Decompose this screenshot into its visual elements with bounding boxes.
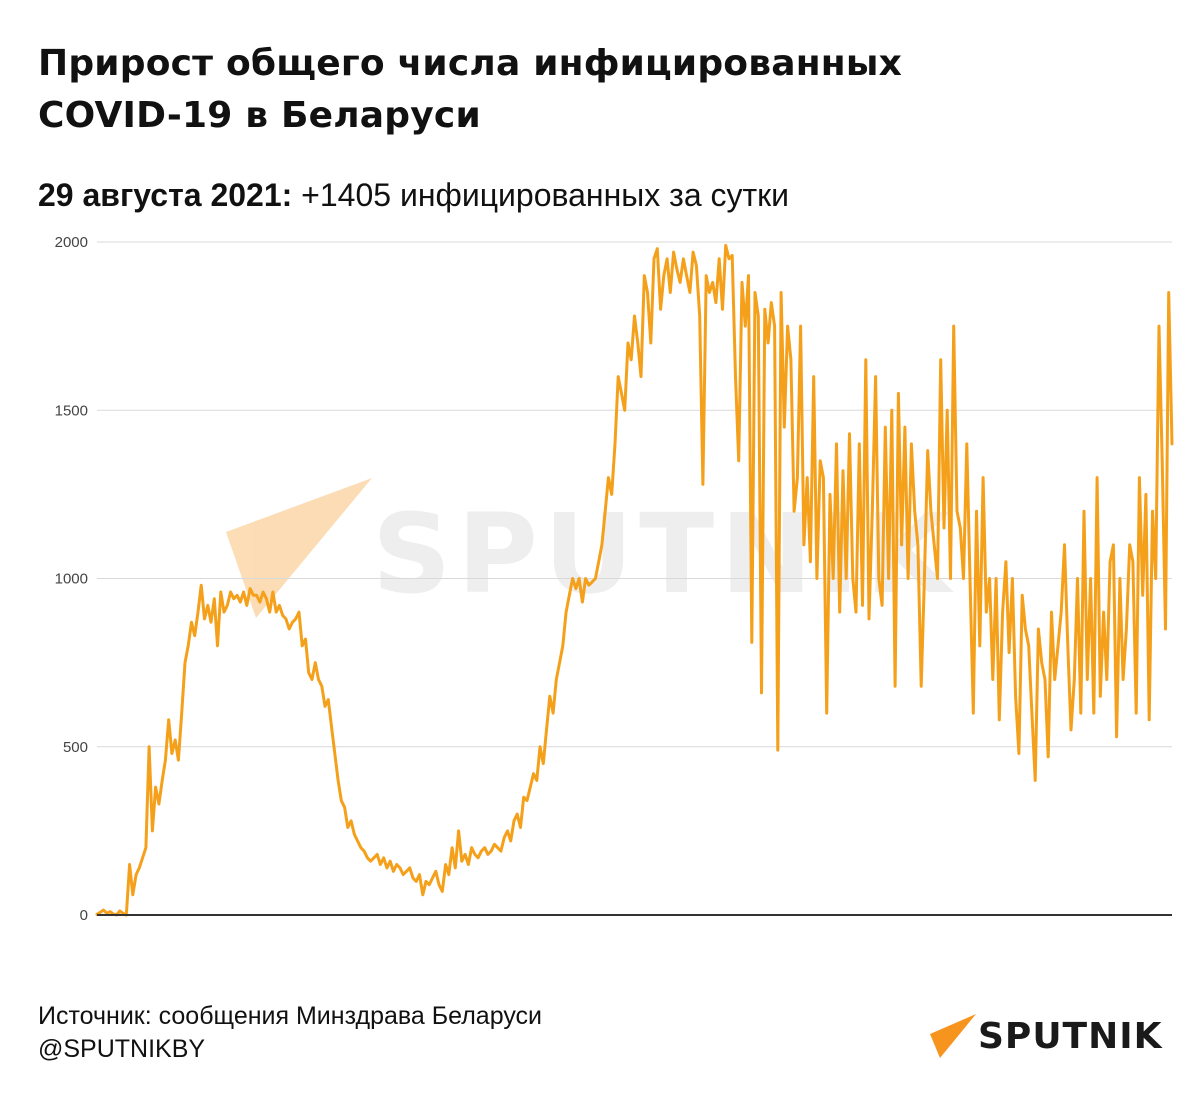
y-tick-label: 1500 <box>55 402 88 419</box>
y-tick-label: 1000 <box>55 571 88 588</box>
y-axis: 0 500 1000 1500 2000 <box>55 234 88 924</box>
sputnik-logo-icon <box>930 1014 976 1058</box>
sputnik-logo: SPUTNIK <box>928 1012 1168 1062</box>
subtitle-text: +1405 инфицированных за сутки <box>301 177 790 213</box>
y-tick-label: 2000 <box>55 234 88 251</box>
chart-title-line-1: Прирост общего числа инфицированных <box>38 43 903 84</box>
chart-title: Прирост общего числа инфицированных COVI… <box>38 38 1158 142</box>
sputnik-logo-text: SPUTNIK <box>978 1016 1163 1057</box>
y-tick-label: 0 <box>80 907 88 924</box>
series-line-infections <box>95 243 1174 917</box>
subtitle-date: 29 августа 2021: <box>38 177 293 213</box>
y-tick-label: 500 <box>63 739 88 756</box>
source-text: Источник: сообщения Минздрава Беларуси <box>38 1002 543 1030</box>
chart-title-line-2: COVID-19 в Беларуси <box>38 95 481 136</box>
footer: Источник: сообщения Минздрава Беларуси @… <box>38 1000 542 1066</box>
watermark-logo-icon <box>226 478 372 618</box>
social-handle: @SPUTNIKBY <box>38 1035 206 1063</box>
grid <box>97 241 1172 748</box>
chart-subtitle: 29 августа 2021: +1405 инфицированных за… <box>38 174 789 216</box>
